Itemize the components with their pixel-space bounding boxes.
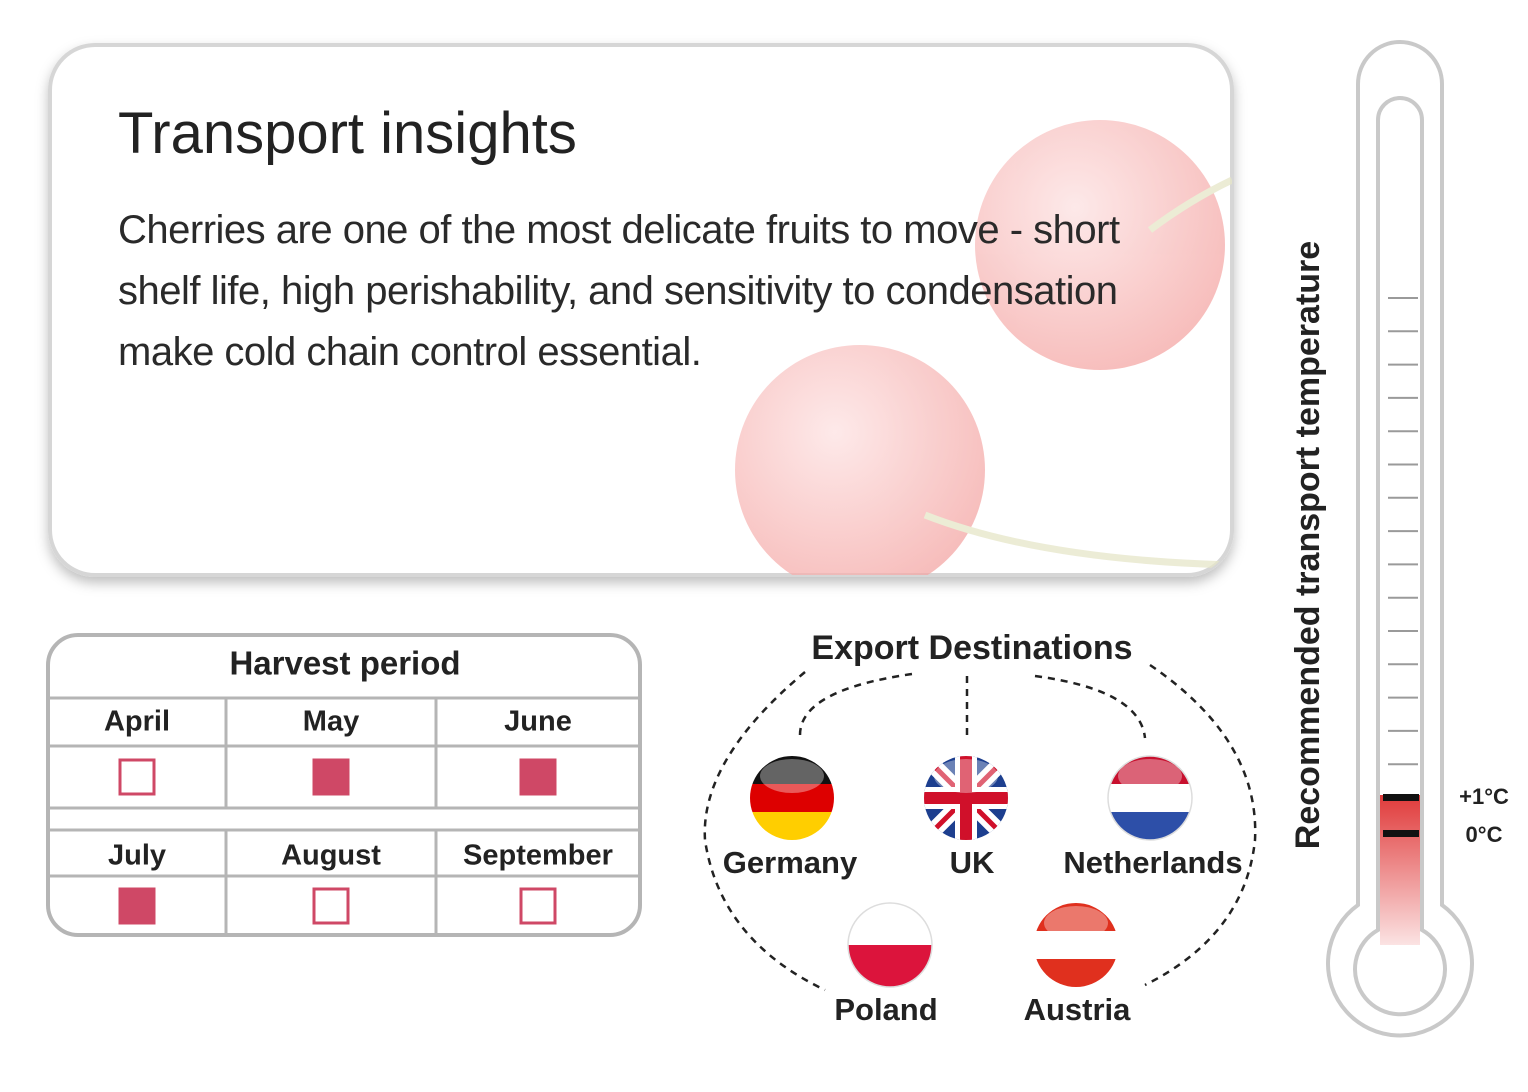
temp-label: +1°C	[1459, 784, 1509, 809]
harvest-grid: April May June July August September	[50, 696, 638, 933]
country-label: Netherlands	[1063, 845, 1242, 880]
export-title: Export Destinations	[811, 629, 1132, 667]
country-label: Poland	[834, 992, 937, 1027]
temp-label: 0°C	[1466, 822, 1503, 847]
season-box-empty	[312, 887, 350, 925]
thermometer-title: Recommended transport temperature	[1289, 241, 1327, 849]
flag-uk	[924, 756, 1008, 840]
flag-germany	[750, 756, 834, 840]
month-label: April	[104, 706, 170, 738]
month-label: May	[303, 706, 359, 738]
month-label: September	[463, 840, 613, 872]
season-box-empty	[118, 758, 156, 796]
country-label: Austria	[1024, 992, 1132, 1027]
season-box-filled	[118, 887, 156, 925]
harvest-title: Harvest period	[229, 645, 460, 682]
card-text: Cherries are one of the most delicate fr…	[118, 208, 1120, 374]
month-label: June	[504, 706, 572, 738]
flag-poland	[847, 902, 933, 988]
country-label: Germany	[723, 845, 858, 880]
season-box-empty	[519, 887, 557, 925]
card-title: Transport insights	[118, 101, 577, 166]
month-label: August	[281, 840, 381, 872]
flag-netherlands	[1107, 755, 1193, 841]
cherry-decoration	[735, 120, 1232, 575]
country-label: UK	[950, 845, 995, 880]
thermometer	[1326, 40, 1474, 1038]
flag-austria	[1034, 903, 1118, 987]
season-box-filled	[312, 758, 350, 796]
month-label: July	[108, 840, 166, 872]
dashed-connectors	[703, 663, 1257, 992]
season-box-filled	[519, 758, 557, 796]
